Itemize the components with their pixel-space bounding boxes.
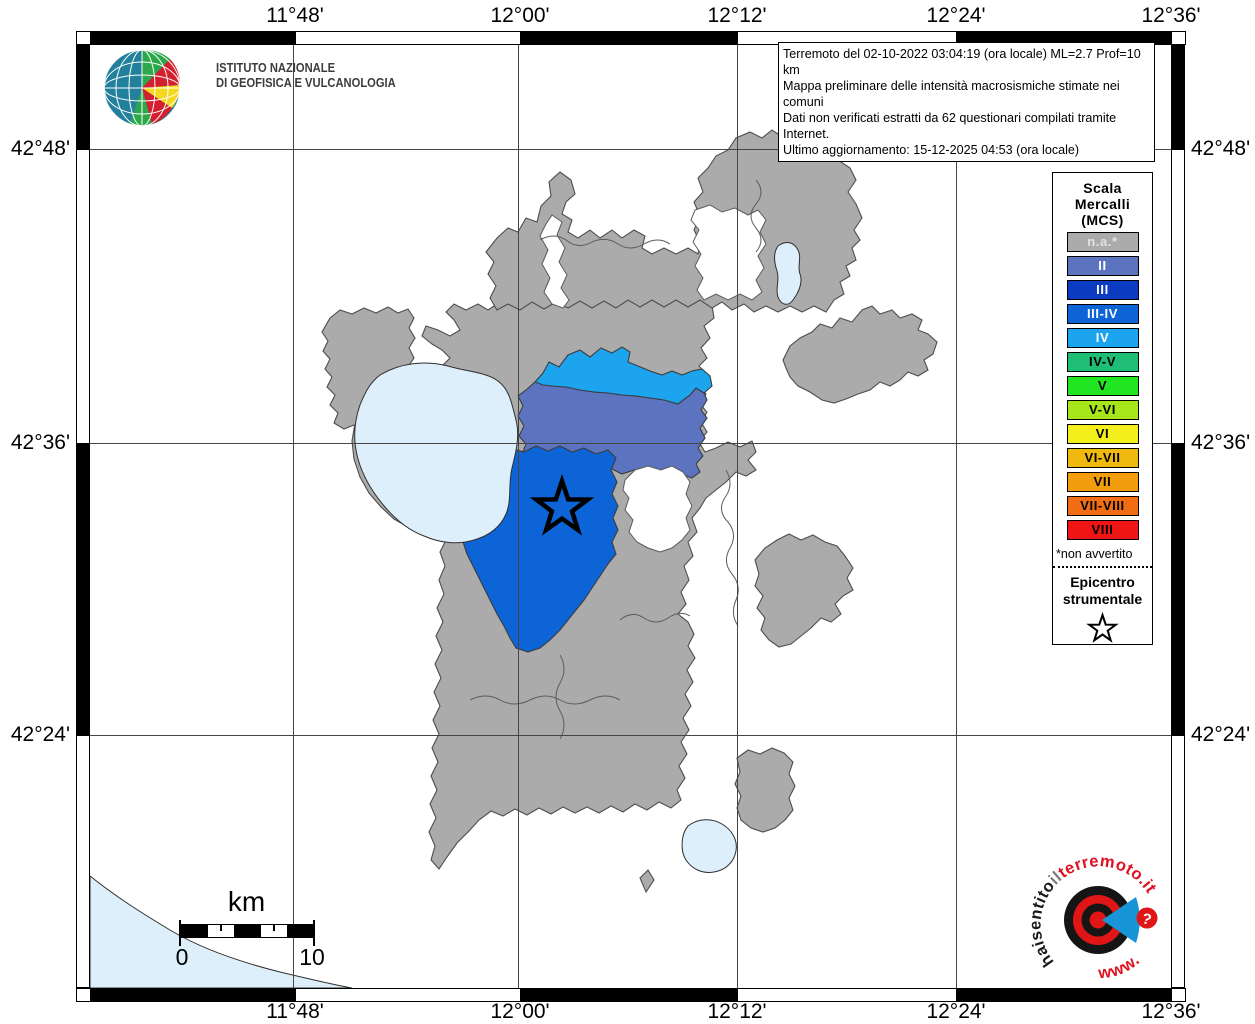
longitude-label: 12°24' xyxy=(926,4,986,27)
latitude-label: 42°36' xyxy=(1191,431,1251,454)
epicenter-star-icon xyxy=(529,473,595,536)
legend-swatch-na: n.a.* xyxy=(1066,232,1139,252)
gridline-42-36 xyxy=(90,443,1171,444)
longitude-label: 12°36' xyxy=(1141,4,1201,27)
info-line: Terremoto del 02-10-2022 03:04:19 (ora l… xyxy=(783,47,1141,77)
lake-south xyxy=(681,819,737,873)
legend-swatch-ii: II xyxy=(1066,256,1139,276)
legend-swatch-viii: VIII xyxy=(1066,520,1139,540)
longitude-label: 12°00' xyxy=(490,4,550,27)
frame-corner xyxy=(1171,31,1186,45)
gridline-12-24 xyxy=(956,45,957,988)
scalebar-start-label: 0 xyxy=(175,944,189,970)
ingv-globe-logo xyxy=(103,49,181,127)
latitude-label: 42°36' xyxy=(10,431,70,454)
scalebar-tick-end xyxy=(313,920,315,946)
legend-swatch-vii: VII xyxy=(1066,472,1139,492)
legend-epicenter-label: Epicentro strumentale xyxy=(1062,574,1143,607)
gridline-12-12 xyxy=(737,45,738,988)
haisentitoilterremoto-logo: ? haisentitoilterremoto.it www. xyxy=(1027,852,1160,983)
legend-swatch-vi: VI xyxy=(1066,424,1139,444)
frame-corner xyxy=(1171,988,1186,1002)
longitude-label: 12°36' xyxy=(1141,1000,1201,1023)
gridline-42-48 xyxy=(90,149,1171,150)
legend-star-icon xyxy=(1086,611,1119,643)
longitude-label: 12°24' xyxy=(926,1000,986,1023)
legend-swatch-vivii: VI-VII xyxy=(1066,448,1139,468)
ingv-line1: ISTITUTO NAZIONALE xyxy=(216,60,336,75)
municipality-se-blob xyxy=(734,747,796,833)
legend-title: Scala Mercalli (MCS) xyxy=(1074,180,1131,228)
ingv-wordmark: ISTITUTO NAZIONALE DI GEOFISICA E VULCAN… xyxy=(216,60,396,90)
municipalities-north xyxy=(485,129,863,313)
legend-swatch-iiiiv: III-IV xyxy=(1066,304,1139,324)
legend-swatch-iv: IV xyxy=(1066,328,1139,348)
scalebar xyxy=(180,924,315,938)
municipality-right-blob xyxy=(754,533,854,648)
earthquake-info-box: Terremoto del 02-10-2022 03:04:19 (ora l… xyxy=(778,42,1155,162)
intensity-IV-municipality xyxy=(534,346,713,405)
gridline-42-24 xyxy=(90,735,1171,736)
longitude-label: 12°00' xyxy=(490,1000,550,1023)
info-line: Dati non verificati estratti da 62 quest… xyxy=(783,111,1117,141)
longitude-label: 11°48' xyxy=(266,4,324,27)
info-line: Mappa preliminare delle intensità macros… xyxy=(783,79,1120,109)
longitude-label: 11°48' xyxy=(266,1000,324,1023)
legend-swatch-viiviii: VII-VIII xyxy=(1066,496,1139,516)
ingv-line2: DI GEOFISICA E VULCANOLOGIA xyxy=(216,75,396,90)
legend-swatch-ivv: IV-V xyxy=(1066,352,1139,372)
scalebar-end-label: 10 xyxy=(299,944,325,970)
scalebar-tick-start xyxy=(179,920,181,946)
legend-separator xyxy=(1053,566,1152,568)
gridline-11-48 xyxy=(293,45,294,988)
megaphone-cone xyxy=(1102,897,1140,943)
legend-footnote: *non avvertito xyxy=(1056,547,1133,561)
municipality-east-island xyxy=(782,305,938,404)
latitude-label: 42°24' xyxy=(1191,723,1251,746)
municipality-tiny xyxy=(639,869,655,894)
question-badge xyxy=(1136,907,1158,929)
legend-items: n.a.* II III III-IV IV IV-V V V-VI VI VI-VII VII VI… xyxy=(1053,232,1152,540)
legend-swatch-iii: III xyxy=(1066,280,1139,300)
latitude-label: 42°48' xyxy=(10,137,70,160)
municipality-hole-ne xyxy=(690,204,767,301)
latitude-label: 42°24' xyxy=(10,723,70,746)
sea-area xyxy=(90,875,353,988)
info-line: Ultimo aggiornamento: 15-12-2025 04:53 (… xyxy=(783,143,1080,157)
legend-panel: Scala Mercalli (MCS) n.a.* II III III-IV IV I… xyxy=(1052,172,1153,645)
question-mark: ? xyxy=(1140,910,1153,929)
lake-large xyxy=(354,362,519,544)
legend-swatch-vvi: V-VI xyxy=(1066,400,1139,420)
longitude-label: 12°12' xyxy=(707,1000,767,1023)
svg-text:www.: www. xyxy=(1096,951,1143,983)
lake-ne-sliver xyxy=(774,242,802,305)
municipality-hole-channel xyxy=(539,214,570,309)
legend-swatch-v: V xyxy=(1066,376,1139,396)
gridline-12-00 xyxy=(518,45,519,988)
latitude-label: 42°48' xyxy=(1191,137,1251,160)
scalebar-unit-label: km xyxy=(227,886,266,917)
longitude-label: 12°12' xyxy=(707,4,767,27)
municipality-hole-a xyxy=(622,465,693,553)
